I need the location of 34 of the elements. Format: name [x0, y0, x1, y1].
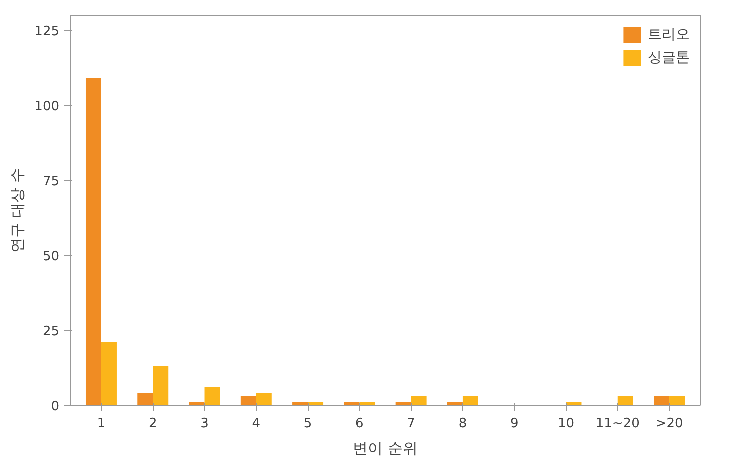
- bar: [138, 394, 154, 406]
- bar: [153, 366, 169, 406]
- x-tick-label: >20: [656, 416, 684, 432]
- y-tick-label: 75: [42, 174, 60, 190]
- y-tick-label: 100: [34, 100, 60, 114]
- x-tick-label: 10: [558, 416, 575, 432]
- x-tick-label: 5: [304, 416, 312, 432]
- x-axis-title: 변이 순위: [353, 440, 418, 458]
- y-tick-label: 25: [42, 324, 60, 340]
- x-tick-label: 3: [200, 416, 209, 432]
- bar: [86, 78, 102, 406]
- x-tick-label: 6: [356, 416, 364, 432]
- x-tick-label: 2: [148, 416, 158, 432]
- bar: [256, 394, 272, 406]
- y-tick-label: 125: [34, 24, 60, 40]
- bar: [204, 388, 220, 406]
- bar: [101, 342, 117, 406]
- x-tick-label: 8: [458, 416, 468, 432]
- y-axis-title: 연구 대상 수: [8, 168, 27, 253]
- x-tick-label: 11~20: [596, 416, 640, 432]
- x-tick-label: 9: [510, 416, 519, 432]
- x-tick-label: 1: [97, 416, 106, 432]
- bar: [618, 396, 634, 406]
- bar: [462, 396, 478, 406]
- x-tick-label: 4: [252, 416, 261, 432]
- bar: [670, 396, 686, 406]
- x-tick-label: 7: [407, 416, 416, 432]
- bar: [411, 396, 427, 406]
- y-tick-label: 50: [42, 250, 60, 264]
- bar: [654, 396, 670, 406]
- bar: [240, 396, 256, 406]
- legend-label: 싱글톤: [648, 49, 690, 67]
- y-tick-label: 0: [51, 400, 60, 414]
- legend-label: 트리오: [648, 26, 690, 44]
